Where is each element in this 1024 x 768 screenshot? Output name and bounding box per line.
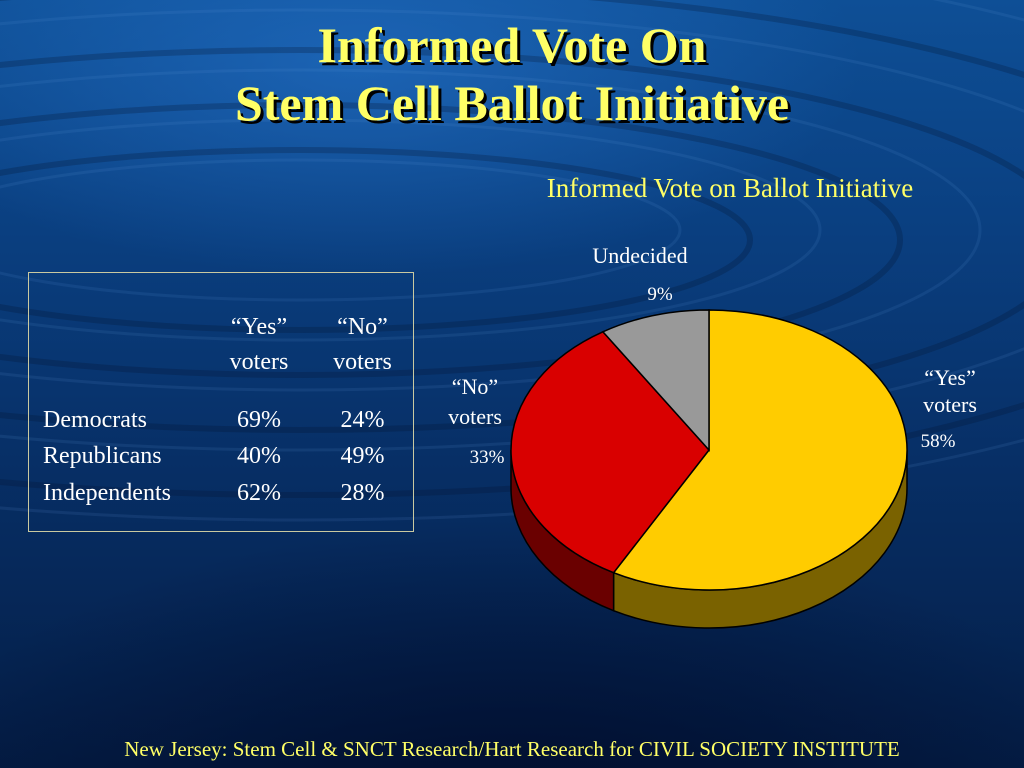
header-yes-line2: voters	[229, 349, 289, 375]
pie-label-line2-no-voters: voters	[448, 404, 502, 429]
pie-label-no-voters: “No”	[452, 374, 498, 399]
pie-tops	[510, 309, 908, 591]
pie-slice-yes-voters	[612, 309, 908, 591]
party-vote-table: “Yes” voters “No” voters Democrats 69% 2…	[28, 272, 414, 532]
pie-label-undecided: Undecided	[592, 243, 687, 268]
header-yes-line1: “Yes”	[230, 314, 288, 340]
header-no-line1: “No”	[337, 314, 388, 340]
header-no-line2: voters	[333, 349, 392, 375]
row-no-republicans: 49%	[340, 443, 385, 469]
source-footer: New Jersey: Stem Cell & SNCT Research/Ha…	[124, 737, 900, 761]
row-party-republicans: Republicans	[43, 443, 162, 469]
chart-title: Informed Vote on Ballot Initiative	[546, 173, 914, 203]
row-yes-democrats: 69%	[237, 407, 281, 433]
row-no-independents: 28%	[340, 480, 385, 506]
pie-value-no-voters: 33%	[470, 447, 505, 468]
slide-title-line2: Stem Cell Ballot Initiative	[234, 75, 790, 131]
pie-slice-no-voters	[510, 330, 710, 574]
pie-slice-undecided	[601, 309, 710, 452]
pie-value-yes-voters: 58%	[921, 431, 956, 452]
row-yes-republicans: 40%	[237, 443, 281, 469]
pie-label-line2-yes-voters: voters	[923, 392, 977, 417]
row-no-democrats: 24%	[340, 407, 385, 433]
pie-label-yes-voters: “Yes”	[924, 365, 976, 390]
pie-value-undecided: 9%	[647, 284, 673, 305]
row-yes-independents: 62%	[237, 480, 281, 506]
row-party-independents: Independents	[43, 480, 171, 506]
row-party-democrats: Democrats	[43, 407, 147, 433]
slide-title-line1: Informed Vote On	[317, 17, 707, 73]
